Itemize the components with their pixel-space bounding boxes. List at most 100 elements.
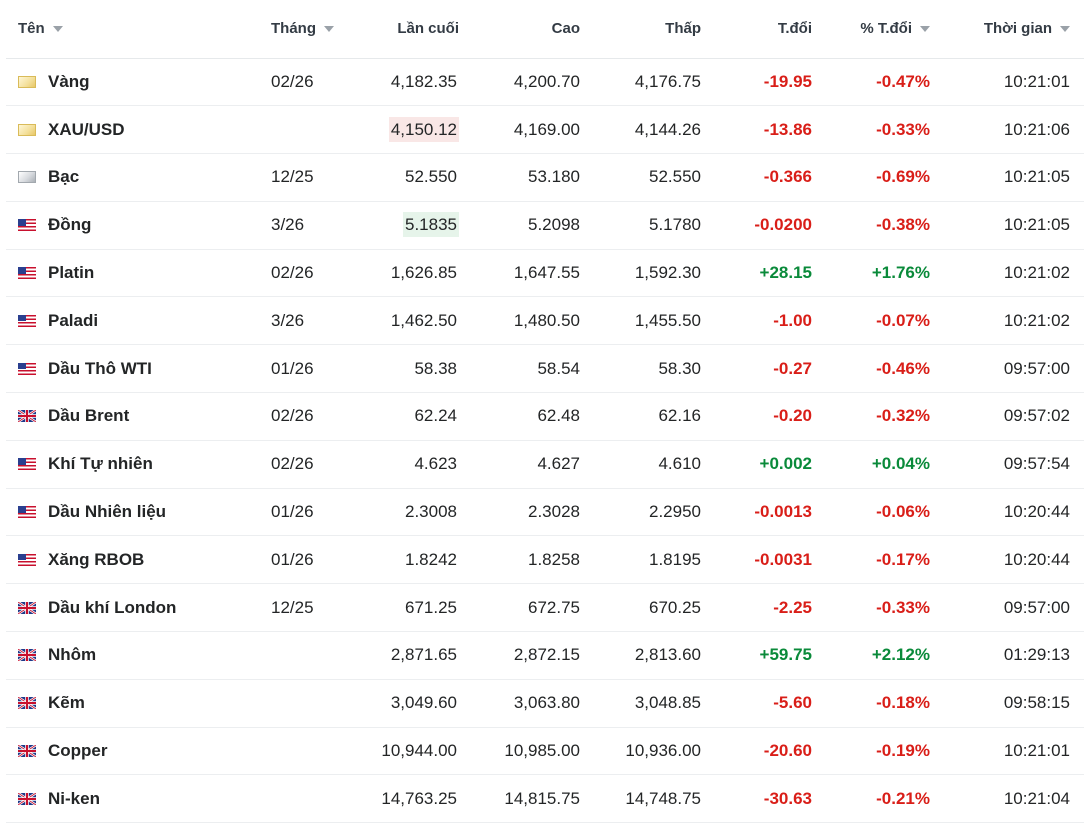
instrument-name-link[interactable]: Dầu khí London (48, 597, 177, 617)
instrument-cell: Khí Tự nhiên (6, 440, 261, 489)
last-cell: 4,182.35 (361, 58, 473, 107)
instrument-name-link[interactable]: Platin (48, 263, 95, 283)
table-row: Dầu khí London 12/25 671.25 672.75 670.2… (6, 583, 1084, 633)
column-header-time[interactable]: Thời gian (944, 0, 1084, 59)
sort-caret-icon[interactable] (324, 26, 334, 33)
high-cell: 62.48 (473, 392, 594, 441)
change-cell: -2.25 (715, 583, 826, 633)
instrument-cell: Bạc (6, 153, 261, 202)
instrument-name-link[interactable]: Kẽm (48, 693, 85, 713)
change-pct-cell: -0.07% (826, 296, 944, 346)
change-pct-cell: -0.06% (826, 488, 944, 537)
uk-flag-icon (18, 745, 36, 758)
instrument-name-link[interactable]: Nhôm (48, 645, 97, 665)
column-header-label: % T.đổi (860, 20, 912, 38)
table-body: Vàng 02/26 4,182.35 4,200.70 4,176.75 -1… (6, 58, 1084, 823)
instrument-name-link[interactable]: Ni-ken (48, 788, 100, 808)
instrument-name-link[interactable]: XAU/USD (48, 119, 125, 139)
change-cell: -0.0200 (715, 201, 826, 250)
time-cell: 09:58:15 (944, 679, 1084, 728)
instrument-name-link[interactable]: Bạc (48, 167, 80, 187)
instrument-cell: Nhôm (6, 631, 261, 680)
last-price-value: 58.38 (414, 358, 457, 378)
table-row: XAU/USD 4,150.12 4,169.00 4,144.26 -13.8… (6, 105, 1084, 155)
change-cell: -0.0031 (715, 535, 826, 585)
time-cell: 10:21:01 (944, 58, 1084, 107)
uk-flag-icon (18, 410, 36, 423)
column-header-high: Cao (473, 0, 594, 59)
last-cell: 4.623 (361, 440, 473, 489)
month-cell: 02/26 (261, 440, 361, 489)
uk-flag-icon (18, 601, 36, 614)
last-cell: 10,944.00 (361, 727, 473, 776)
column-header-change: T.đổi (715, 0, 826, 59)
month-cell: 3/26 (261, 201, 361, 250)
instrument-name-link[interactable]: Dầu Thô WTI (48, 358, 152, 378)
change-cell: -20.60 (715, 727, 826, 776)
column-header-month[interactable]: Tháng (261, 0, 361, 59)
us-flag-icon (18, 506, 36, 519)
month-cell: 12/25 (261, 583, 361, 633)
change-cell: -19.95 (715, 58, 826, 107)
month-cell (261, 631, 361, 680)
time-cell: 10:21:01 (944, 727, 1084, 776)
table-row: Copper 10,944.00 10,985.00 10,936.00 -20… (6, 727, 1084, 776)
column-header-label: T.đổi (777, 20, 812, 38)
last-price-value: 2,871.65 (390, 645, 457, 665)
instrument-name-link[interactable]: Dầu Nhiên liệu (48, 502, 167, 522)
month-cell: 01/26 (261, 344, 361, 394)
sort-caret-icon[interactable] (52, 26, 63, 33)
table-row: Xăng RBOB 01/26 1.8242 1.8258 1.8195 -0.… (6, 535, 1084, 585)
high-cell: 53.180 (473, 153, 594, 202)
low-cell: 1.8195 (594, 535, 715, 585)
low-cell: 670.25 (594, 583, 715, 633)
column-header-label: Thấp (665, 20, 701, 38)
last-cell: 1,626.85 (361, 249, 473, 298)
last-cell: 5.1835 (361, 201, 473, 250)
instrument-name-link[interactable]: Copper (48, 741, 108, 761)
last-price-value: 4,182.35 (390, 71, 457, 91)
change-cell: -5.60 (715, 679, 826, 728)
time-cell: 09:57:02 (944, 392, 1084, 441)
last-price-value: 1,626.85 (390, 263, 457, 283)
table-row: Khí Tự nhiên 02/26 4.623 4.627 4.610 +0.… (6, 440, 1084, 489)
change-cell: -0.20 (715, 392, 826, 441)
table-row: Đồng 3/26 5.1835 5.2098 5.1780 -0.0200 -… (6, 201, 1084, 250)
change-pct-cell: +2.12% (826, 631, 944, 680)
low-cell: 5.1780 (594, 201, 715, 250)
sort-caret-icon[interactable] (920, 26, 930, 33)
last-cell: 2.3008 (361, 488, 473, 537)
month-cell (261, 727, 361, 776)
instrument-name-link[interactable]: Paladi (48, 310, 99, 330)
time-cell: 10:20:44 (944, 488, 1084, 537)
change-pct-cell: -0.19% (826, 727, 944, 776)
instrument-name-link[interactable]: Dầu Brent (48, 406, 130, 426)
low-cell: 3,048.85 (594, 679, 715, 728)
sort-caret-icon[interactable] (1060, 26, 1070, 33)
column-header-label: Cao (551, 20, 580, 38)
instrument-name-link[interactable]: Khí Tự nhiên (48, 454, 153, 474)
low-cell: 2,813.60 (594, 631, 715, 680)
month-cell: 01/26 (261, 535, 361, 585)
us-flag-icon (18, 458, 36, 471)
table-row: Bạc 12/25 52.550 53.180 52.550 -0.366 -0… (6, 153, 1084, 202)
column-header-name[interactable]: Tên (6, 0, 261, 59)
table-header-row: Tên Tháng Lần cuối Cao Thấp T.đổi % T.đổ… (6, 0, 1084, 59)
gold-icon (18, 75, 36, 88)
low-cell: 58.30 (594, 344, 715, 394)
time-cell: 10:21:05 (944, 201, 1084, 250)
instrument-name-link[interactable]: Xăng RBOB (48, 549, 145, 569)
instrument-name-link[interactable]: Đồng (48, 215, 92, 235)
last-price-value: 1.8242 (405, 549, 457, 569)
uk-flag-icon (18, 697, 36, 710)
table-row: Vàng 02/26 4,182.35 4,200.70 4,176.75 -1… (6, 58, 1084, 107)
instrument-name-link[interactable]: Vàng (48, 71, 90, 91)
high-cell: 672.75 (473, 583, 594, 633)
time-cell: 10:21:06 (944, 105, 1084, 155)
column-header-change-pct[interactable]: % T.đổi (826, 0, 944, 59)
high-cell: 1,480.50 (473, 296, 594, 346)
low-cell: 4,176.75 (594, 58, 715, 107)
change-pct-cell: -0.32% (826, 392, 944, 441)
last-cell: 4,150.12 (361, 105, 473, 155)
table-row: Nhôm 2,871.65 2,872.15 2,813.60 +59.75 +… (6, 631, 1084, 680)
